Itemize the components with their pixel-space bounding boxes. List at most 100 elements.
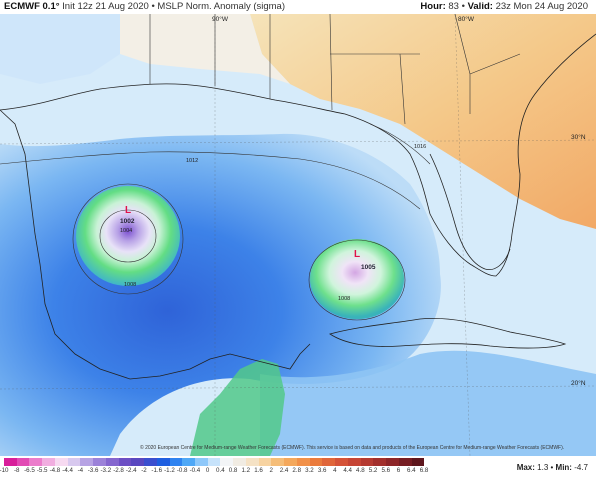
- model-name: ECMWF 0.1°: [4, 1, 60, 12]
- colorbar-tick-label: -0.4: [189, 467, 201, 474]
- isobar-label-1012: 1012: [186, 158, 199, 164]
- hour-label: Hour:: [420, 1, 446, 12]
- low-1-marker: L: [125, 205, 132, 216]
- colorbar-swatch: [335, 458, 348, 466]
- lon-label-80w: 80°W: [458, 16, 474, 23]
- colorbar-tick-label: 3.2: [305, 467, 314, 474]
- colorbar-tick-label: 2.8: [292, 467, 302, 474]
- colorbar-tick-label: -5.5: [36, 467, 48, 474]
- caribbean-blue-field: [260, 350, 596, 456]
- colorbar-tick-label: 2: [269, 467, 273, 474]
- colorbar-swatch: [398, 458, 412, 466]
- colorbar-tick-label: 3.6: [317, 467, 327, 474]
- colorbar-swatch: [271, 458, 285, 466]
- colorbar-tick-label: -2: [141, 467, 147, 474]
- product-name: MSLP Norm. Anomaly (sigma): [157, 1, 286, 12]
- colorbar-swatch: [360, 458, 374, 466]
- colorbar-tick-labels: -10 -8 -6.5 -5.5 -4.8 -4.4 -4 -3.6 -3.2 -2.8 -2.4-…: [0, 467, 434, 477]
- colorbar-swatch: [67, 458, 81, 466]
- isobar-label-1008-a: 1008: [124, 282, 137, 288]
- colorbar-swatch: [309, 458, 323, 466]
- isobar-label-1016: 1016: [414, 144, 427, 150]
- colorbar-tick-label: -3.6: [87, 467, 99, 474]
- yucatan-anomaly: [190, 359, 285, 456]
- header-left: ECMWF 0.1° Init 12z 21 Aug 2020 • MSLP N…: [4, 0, 285, 14]
- colorbar-tick-label: -8: [13, 467, 20, 474]
- colorbar-tick-label: 5.2: [368, 467, 378, 474]
- header-separator-2: •: [461, 1, 465, 12]
- colorbar-swatch: [156, 458, 170, 466]
- lon-label-90w: 90°W: [212, 16, 228, 23]
- colorbar-tick-label: 5.6: [381, 467, 391, 474]
- colorbar-swatch: [118, 458, 132, 466]
- figure-header: ECMWF 0.1° Init 12z 21 Aug 2020 • MSLP N…: [0, 0, 596, 14]
- min-value: -4.7: [574, 463, 588, 472]
- colorbar-swatch: [182, 458, 196, 466]
- isobar-low1-1008: [72, 183, 184, 295]
- colorbar: -10 -8 -6.5 -5.5 -4.8 -4.4 -4 -3.6 -3.2 -2.8 -2.4-…: [0, 456, 596, 479]
- mexico-coastline: [0, 109, 311, 380]
- low-2-anomaly: [310, 239, 404, 319]
- colorbar-swatch: [4, 458, 17, 466]
- colorbar-swatch: [220, 458, 234, 466]
- graticule: [0, 14, 596, 456]
- isobar-label-1008-b: 1008: [338, 296, 351, 302]
- atlantic-coast: [517, 33, 596, 175]
- isobar-1012: [0, 151, 421, 210]
- colorbar-swatch: [80, 458, 94, 466]
- colorbar-swatch: [245, 458, 259, 466]
- florida-coastline: [429, 153, 511, 271]
- colorbar-tick-label: 6.8: [419, 467, 429, 474]
- low-2-marker: L: [354, 249, 361, 260]
- lat-label-20n: 20°N: [571, 380, 586, 387]
- colorbar-tick-label: -1.6: [151, 467, 163, 474]
- max-label: Max:: [516, 463, 535, 472]
- colorbar-swatch: [105, 458, 119, 466]
- colorbar-tick-label: 0.4: [216, 467, 225, 474]
- weak-warm-region: [120, 14, 290, 84]
- colorbar-swatch: [322, 458, 336, 466]
- colorbar-tick-label: 1.6: [254, 467, 263, 474]
- max-value: 1.3: [537, 463, 549, 472]
- colorbar-tick-label: 6.4: [406, 467, 416, 474]
- lat-label-30n: 30°N: [571, 134, 586, 141]
- isobar-label-1004: 1004: [120, 228, 133, 234]
- max-min-readout: Max: 1.3 • Min: -4.7: [516, 463, 588, 472]
- colorbar-swatch: [42, 458, 55, 466]
- header-separator: •: [151, 1, 155, 12]
- colorbar-tick-label: 0: [205, 467, 210, 474]
- colorbar-swatch: [296, 458, 310, 466]
- light-region-north: [0, 14, 120, 84]
- positive-anomaly-region: [250, 14, 596, 229]
- colorbar-tick-label: -6.5: [24, 467, 35, 474]
- colorbar-tick-label: -3.2: [100, 467, 112, 474]
- valid-time: 23z Mon 24 Aug 2020: [495, 1, 588, 12]
- colorbar-swatch: [386, 458, 399, 466]
- low-1-pressure: 1002: [120, 218, 135, 225]
- colorbar-swatch: [131, 458, 145, 466]
- colorbar-tick-label: -4.8: [49, 467, 61, 474]
- colorbar-tick-label: 4: [333, 467, 337, 474]
- colorbar-tick-label: 2.4: [279, 467, 289, 474]
- cuba-coastline: [329, 318, 567, 349]
- colorbar-swatch: [258, 458, 272, 466]
- low-2-pressure: 1005: [361, 264, 376, 271]
- colorbar-swatch: [195, 458, 208, 466]
- colorbar-swatch: [16, 458, 30, 466]
- colorbar-swatch: [284, 458, 297, 466]
- colorbar-tick-label: -10: [0, 467, 9, 474]
- colorbar-swatch: [207, 458, 221, 466]
- isobar-low2-1008: [308, 239, 406, 321]
- colorbar-swatch: [373, 458, 387, 466]
- colorbar-swatch: [169, 458, 183, 466]
- colorbar-swatch: [144, 458, 157, 466]
- colorbar-tick-label: -4: [77, 467, 84, 474]
- isobar-low1-1004: [99, 209, 157, 263]
- colorbar-tick-label: -0.8: [176, 467, 188, 474]
- colorbar-tick-label: 4.4: [343, 467, 352, 474]
- colorbar-swatch: [54, 458, 68, 466]
- colorbar-swatch: [29, 458, 43, 466]
- low-1-anomaly: [76, 186, 180, 286]
- init-time: Init 12z 21 Aug 2020: [62, 1, 149, 12]
